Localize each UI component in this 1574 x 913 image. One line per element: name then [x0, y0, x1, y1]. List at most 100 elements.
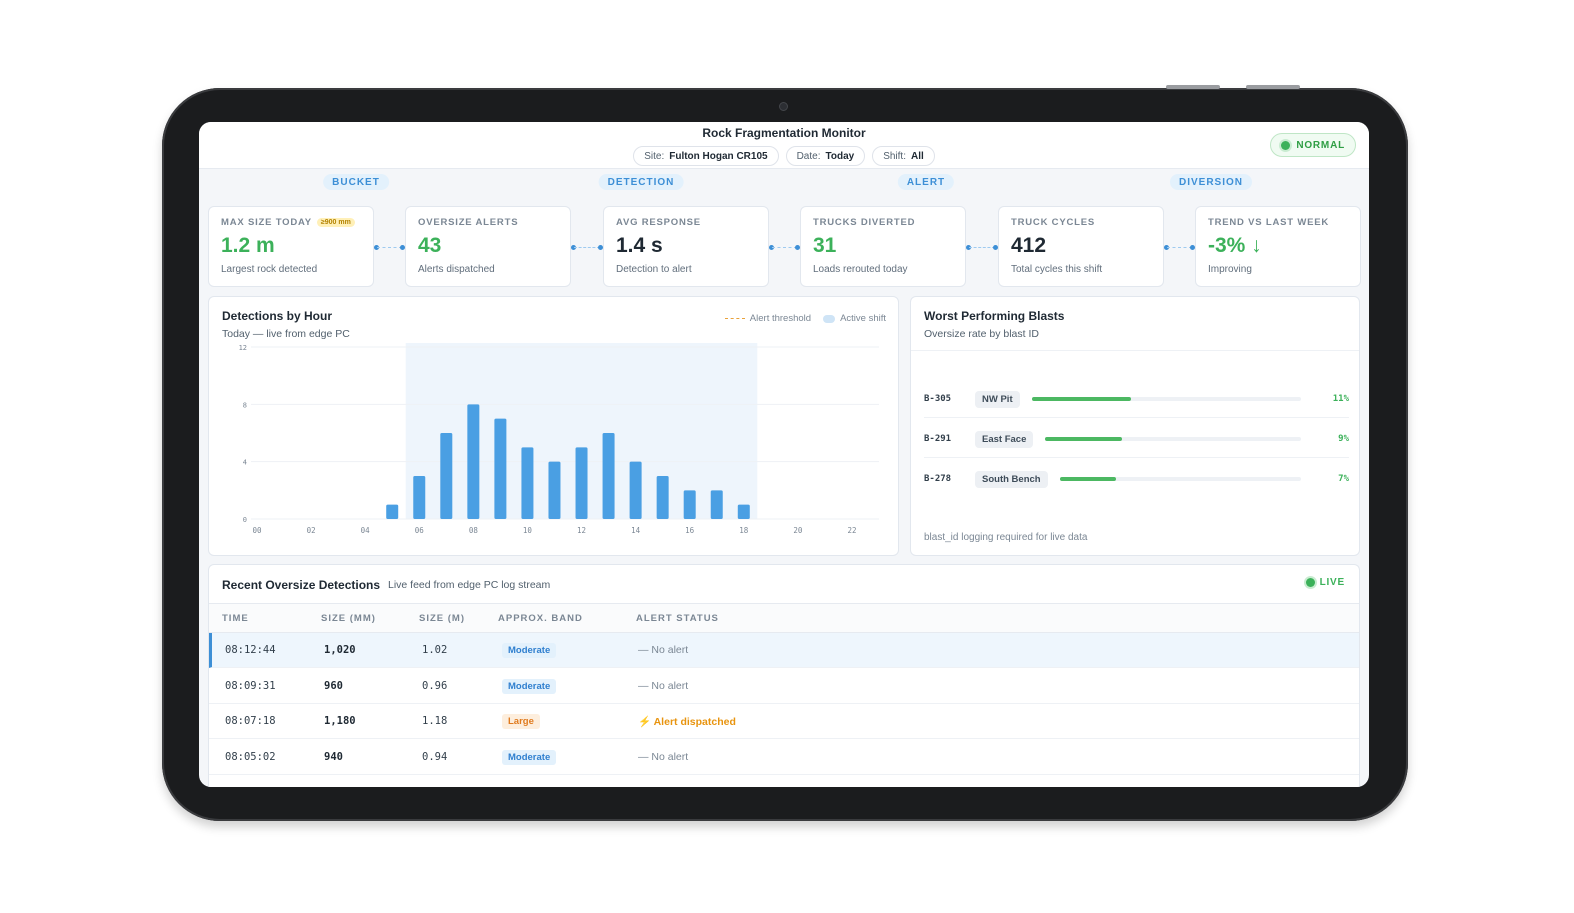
column-header-band[interactable]: APPROX. BAND [498, 613, 583, 624]
cell-size-m: 0.94 [422, 750, 448, 763]
band-badge: Moderate [502, 643, 557, 658]
blast-rate-value: 9% [1338, 434, 1349, 444]
x-tick-label: 14 [631, 526, 641, 535]
kpi-max-size[interactable]: MAX SIZE TODAY ≥900 mm 1.2 m Largest rock… [208, 206, 374, 287]
column-header-size-mm[interactable]: SIZE (MM) [321, 613, 376, 624]
cell-alert-status: ⚡ Alert dispatched [638, 716, 736, 728]
kpi-trucks-diverted[interactable]: TRUCKS DIVERTED 31 Loads rerouted today [800, 206, 966, 287]
shift-swatch-icon [823, 314, 836, 323]
blast-id: B-278 [924, 474, 952, 484]
bar [710, 490, 723, 519]
top-bar: Rock Fragmentation Monitor Site: Fulton … [199, 122, 1369, 169]
blast-id: B-291 [924, 434, 952, 444]
blast-rate-value: 11% [1332, 394, 1349, 404]
blast-location-tag: East Face [975, 431, 1034, 448]
cell-size-m: 1.18 [422, 715, 448, 727]
column-header-size-m[interactable]: SIZE (M) [419, 613, 465, 624]
blast-location-tag: NW Pit [975, 391, 1020, 408]
kpi-value: 43 [418, 234, 442, 257]
table-row[interactable]: 08:05:02 940 0.94 Moderate — No alert [209, 740, 1359, 775]
band-badge: Large [502, 714, 540, 729]
date-filter-label: Date: [796, 150, 821, 162]
cell-alert-status: — No alert [638, 679, 689, 692]
bar [656, 476, 669, 519]
x-tick-label: 16 [685, 526, 695, 535]
date-filter-value: Today [825, 150, 855, 162]
shift-filter[interactable]: Shift: All [872, 146, 935, 166]
kpi-label: AVG RESPONSE [616, 217, 701, 228]
kpi-label: MAX SIZE TODAY ≥900 mm [221, 217, 355, 228]
x-tick-label: 04 [361, 526, 371, 535]
band-badge: Moderate [502, 678, 557, 694]
kpi-caption: Detection to alert [616, 264, 692, 275]
status-dot-icon [1281, 140, 1291, 150]
kpi-caption: Total cycles this shift [1011, 264, 1103, 275]
worst-blasts-panel: Worst Performing Blasts Oversize rate by… [910, 296, 1360, 556]
kpi-truck-cycles[interactable]: TRUCK CYCLES 412 Total cycles this shift [998, 206, 1164, 287]
bar [386, 504, 399, 519]
legend-threshold[interactable]: Alert threshold [724, 313, 811, 324]
divider [911, 350, 1359, 351]
bar [629, 461, 642, 519]
chart-title: Detections by Hour [222, 309, 333, 323]
kpi-value: 1.2 m [221, 234, 275, 257]
table-header: TIME SIZE (MM) SIZE (M) APPROX. BAND ALE… [209, 603, 1359, 633]
column-header-time[interactable]: TIME [222, 613, 249, 624]
shift-filter-label: Shift: [883, 150, 906, 162]
cell-time: 08:09:31 [225, 679, 276, 692]
blast-rate-track [1032, 397, 1301, 401]
table-row[interactable]: 08:12:44 1,020 1.02 Moderate — No alert [209, 633, 1359, 668]
chart-subtitle: Today — live from edge PC [222, 328, 350, 340]
kpi-connector [374, 245, 405, 251]
blast-row[interactable]: B-291 East Face 9% [924, 431, 1349, 451]
kpi-oversize-alerts[interactable]: OVERSIZE ALERTS 43 Alerts dispatched [405, 206, 571, 287]
y-tick-label: 4 [243, 459, 247, 467]
bar [440, 433, 453, 519]
camera-icon [779, 102, 788, 111]
kpi-value: -3% ↓ [1208, 234, 1262, 257]
table-row[interactable]: 08:07:18 1,180 1.18 Large ⚡ Alert dispatched [209, 704, 1359, 739]
y-tick-label: 0 [243, 516, 247, 524]
cell-alert-status: — No alert [638, 644, 689, 656]
blast-row[interactable]: B-305 NW Pit 11% [924, 391, 1349, 411]
cell-alert-status: — No alert [638, 750, 689, 763]
bar [413, 476, 426, 519]
blast-rate-bar [1032, 397, 1131, 401]
live-indicator: LIVE [1305, 577, 1345, 588]
y-tick-label: 8 [243, 401, 247, 409]
kpi-connector [571, 245, 603, 251]
cell-size-m: 1.02 [422, 644, 448, 656]
kpi-value: 412 [1011, 234, 1047, 257]
kpi-avg-response[interactable]: AVG RESPONSE 1.4 s Detection to alert [603, 206, 769, 287]
cell-time: 08:05:02 [225, 750, 276, 763]
kpi-connector [966, 245, 998, 251]
blast-row[interactable]: B-278 South Bench 7% [924, 471, 1349, 491]
system-status-badge: NORMAL [1270, 133, 1356, 157]
divider [924, 417, 1349, 418]
column-header-alert-status[interactable]: ALERT STATUS [636, 613, 719, 624]
dashboard-screen: Rock Fragmentation Monitor Site: Fulton … [199, 122, 1369, 787]
bar [683, 490, 696, 519]
app-title: Rock Fragmentation Monitor [702, 126, 866, 140]
blast-rate-value: 7% [1338, 474, 1349, 484]
live-label: LIVE [1319, 577, 1345, 588]
stage-detection: DETECTION [598, 174, 684, 190]
legend-active-shift[interactable]: Active shift [823, 313, 886, 324]
table-row[interactable]: 08:09:31 960 0.96 Moderate — No alert [209, 669, 1359, 704]
bar [575, 447, 588, 519]
kpi-label: TRUCKS DIVERTED [813, 217, 916, 228]
cell-size-mm: 960 [324, 679, 343, 692]
shift-filter-value: All [911, 150, 924, 162]
x-tick-label: 06 [415, 526, 425, 535]
kpi-caption: Alerts dispatched [418, 264, 495, 275]
date-filter[interactable]: Date: Today [785, 146, 866, 166]
x-tick-label: 18 [739, 526, 749, 535]
recent-title: Recent Oversize Detections [222, 578, 381, 592]
cell-size-mm: 1,020 [324, 644, 356, 656]
cell-size-mm: 1,180 [324, 715, 356, 727]
chart-legend: Alert threshold Active shift [724, 313, 886, 324]
kpi-value: 31 [813, 234, 837, 257]
site-filter[interactable]: Site: Fulton Hogan CR105 [633, 146, 779, 166]
kpi-trend[interactable]: TREND VS LAST WEEK -3% ↓ Improving [1195, 206, 1361, 287]
